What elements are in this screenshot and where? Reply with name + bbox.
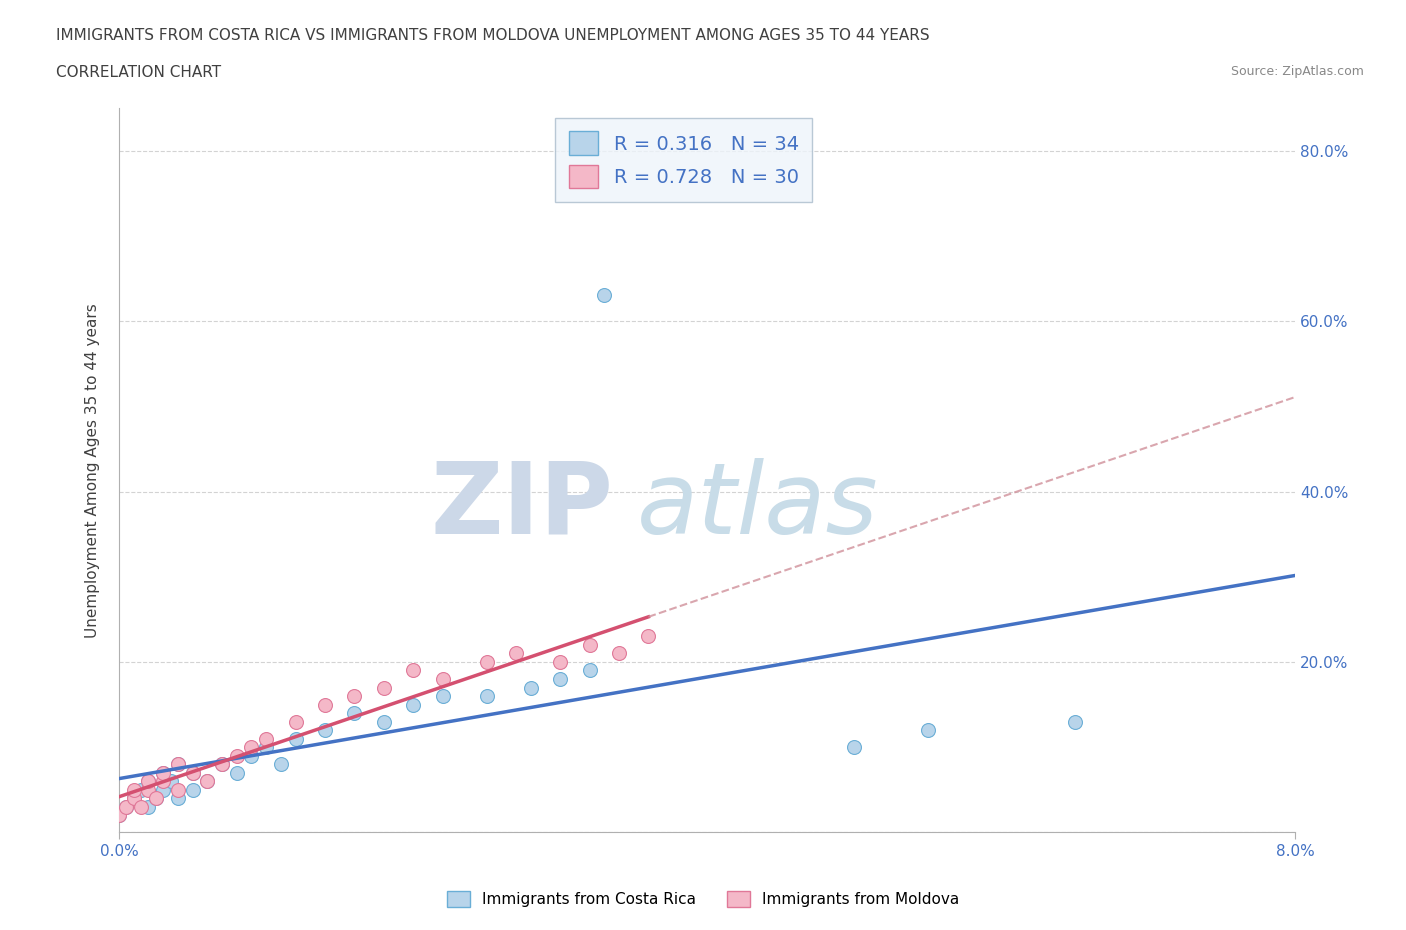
Text: IMMIGRANTS FROM COSTA RICA VS IMMIGRANTS FROM MOLDOVA UNEMPLOYMENT AMONG AGES 35: IMMIGRANTS FROM COSTA RICA VS IMMIGRANTS…	[56, 28, 929, 43]
Text: atlas: atlas	[637, 458, 879, 555]
Text: Source: ZipAtlas.com: Source: ZipAtlas.com	[1230, 65, 1364, 78]
Legend: R = 0.316   N = 34, R = 0.728   N = 30: R = 0.316 N = 34, R = 0.728 N = 30	[555, 118, 813, 202]
Text: ZIP: ZIP	[430, 458, 613, 555]
Y-axis label: Unemployment Among Ages 35 to 44 years: Unemployment Among Ages 35 to 44 years	[86, 303, 100, 638]
Text: CORRELATION CHART: CORRELATION CHART	[56, 65, 221, 80]
Legend: Immigrants from Costa Rica, Immigrants from Moldova: Immigrants from Costa Rica, Immigrants f…	[441, 884, 965, 913]
